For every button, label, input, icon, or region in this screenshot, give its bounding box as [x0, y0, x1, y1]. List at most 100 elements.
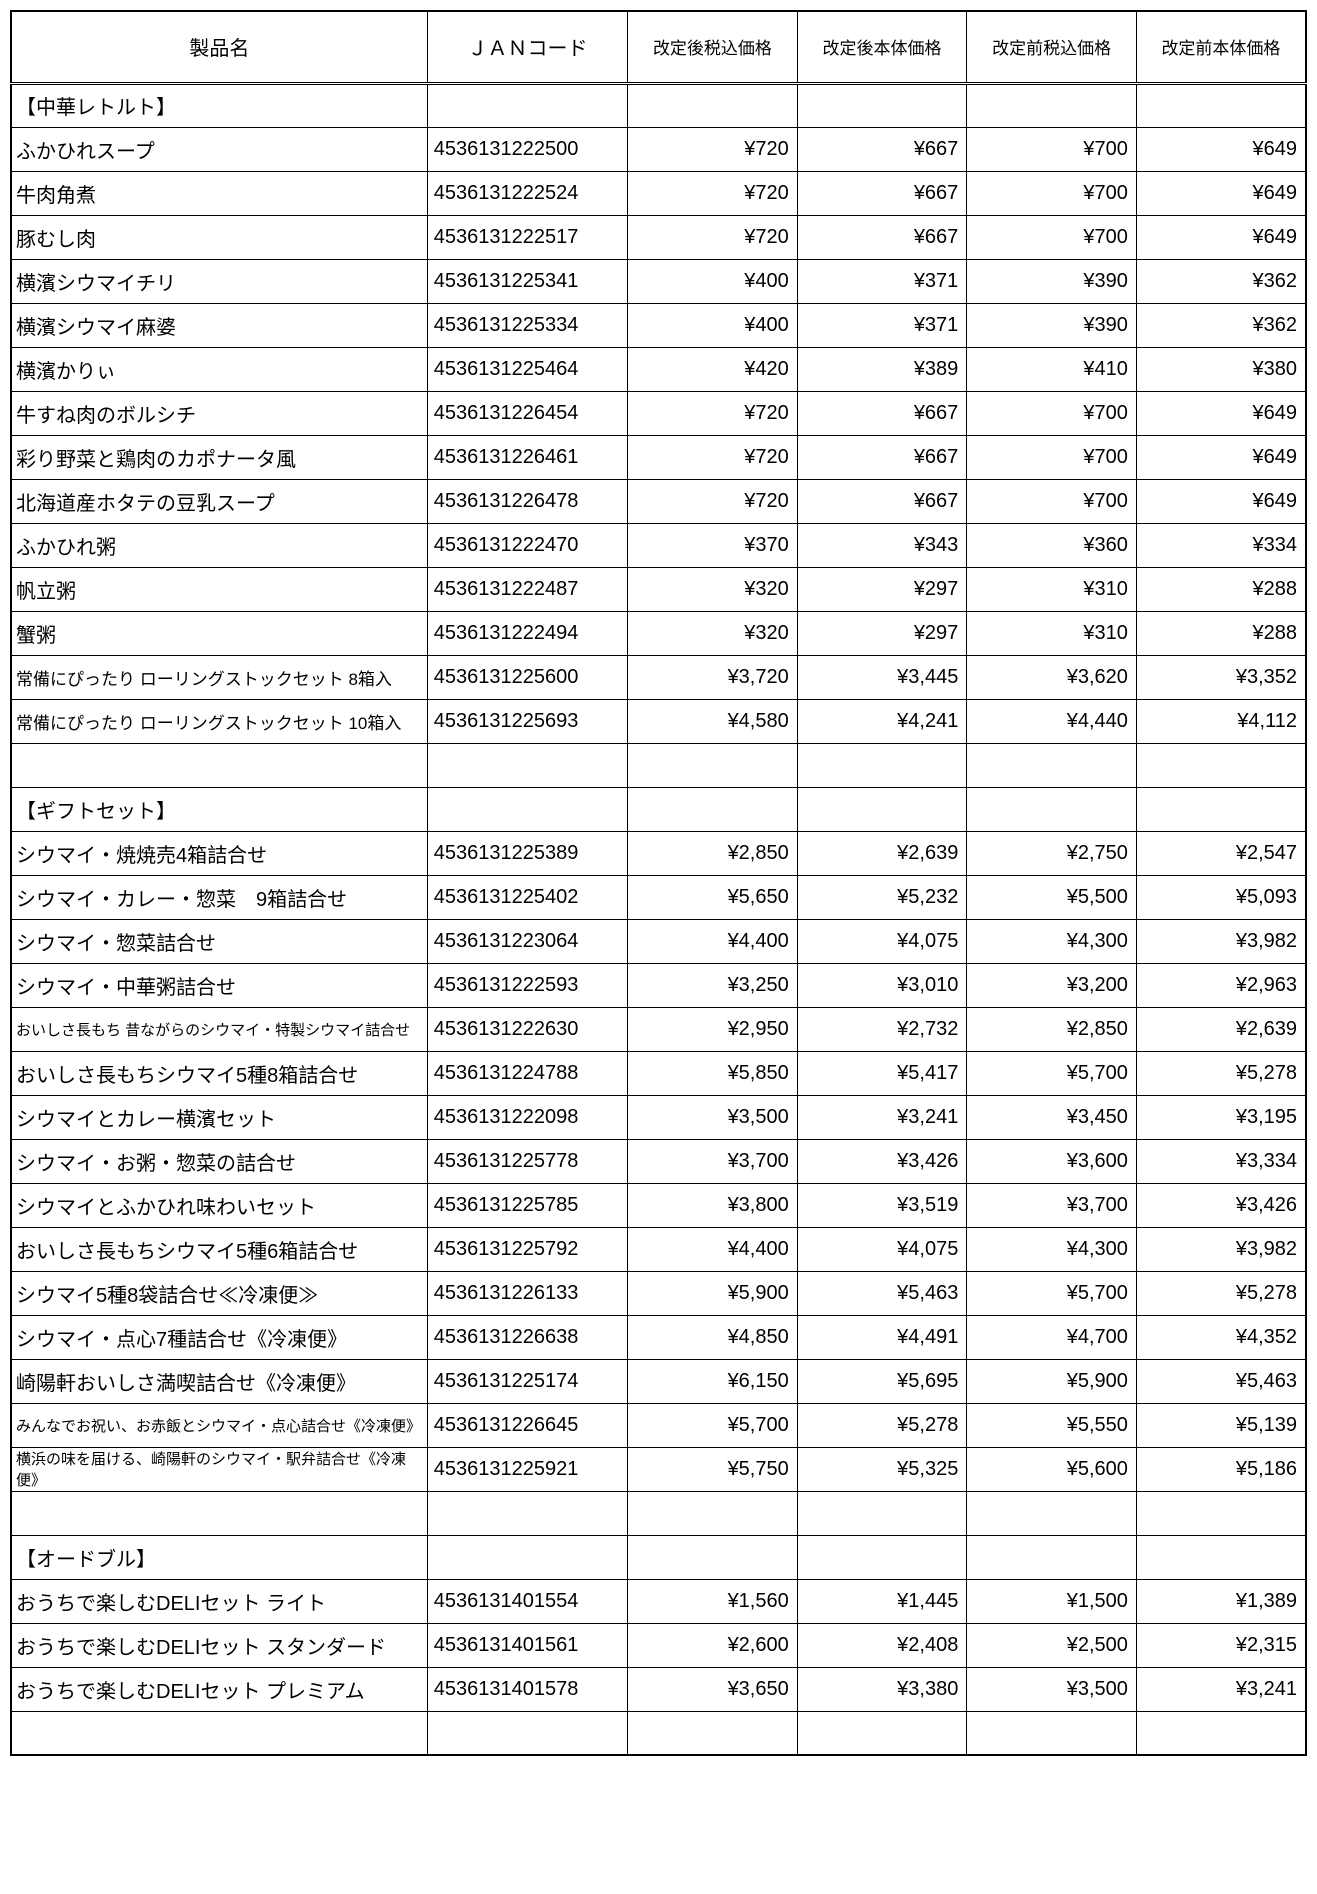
new-base-price: ¥5,417 [797, 1051, 967, 1095]
product-name: シウマイ・お粥・惣菜の詰合せ [11, 1139, 427, 1183]
empty-cell [797, 743, 967, 787]
new-base-price: ¥3,519 [797, 1183, 967, 1227]
new-tax-price: ¥2,850 [628, 831, 798, 875]
old-base-price: ¥2,547 [1136, 831, 1306, 875]
table-row: おうちで楽しむDELIセット スタンダード4536131401561¥2,600… [11, 1623, 1306, 1667]
new-tax-price: ¥4,400 [628, 919, 798, 963]
new-base-price: ¥667 [797, 215, 967, 259]
table-row: 常備にぴったり ローリングストックセット 8箱入4536131225600¥3,… [11, 655, 1306, 699]
new-base-price: ¥5,278 [797, 1403, 967, 1447]
section-header: 【中華レトルト】 [11, 83, 427, 127]
product-name: 牛肉角煮 [11, 171, 427, 215]
new-base-price: ¥667 [797, 127, 967, 171]
product-name: 北海道産ホタテの豆乳スープ [11, 479, 427, 523]
product-name: 蟹粥 [11, 611, 427, 655]
old-base-price: ¥5,093 [1136, 875, 1306, 919]
new-tax-price: ¥5,750 [628, 1447, 798, 1491]
new-tax-price: ¥4,850 [628, 1315, 798, 1359]
old-tax-price: ¥5,900 [967, 1359, 1137, 1403]
new-base-price: ¥389 [797, 347, 967, 391]
jan-code: 4536131225334 [427, 303, 627, 347]
jan-code: 4536131222500 [427, 127, 627, 171]
new-tax-price: ¥3,700 [628, 1139, 798, 1183]
old-tax-price: ¥3,450 [967, 1095, 1137, 1139]
new-tax-price: ¥370 [628, 523, 798, 567]
table-row: ふかひれスープ4536131222500¥720¥667¥700¥649 [11, 127, 1306, 171]
new-base-price: ¥3,445 [797, 655, 967, 699]
new-tax-price: ¥720 [628, 171, 798, 215]
old-base-price: ¥1,389 [1136, 1579, 1306, 1623]
old-base-price: ¥2,639 [1136, 1007, 1306, 1051]
product-name: おいしさ長もちシウマイ5種8箱詰合せ [11, 1051, 427, 1095]
new-base-price: ¥667 [797, 435, 967, 479]
empty-cell [967, 1535, 1137, 1579]
product-name: 常備にぴったり ローリングストックセット 8箱入 [11, 655, 427, 699]
table-row: おうちで楽しむDELIセット ライト4536131401554¥1,560¥1,… [11, 1579, 1306, 1623]
empty-cell [628, 787, 798, 831]
product-name: 横濱かりぃ [11, 347, 427, 391]
new-tax-price: ¥720 [628, 127, 798, 171]
product-name: おうちで楽しむDELIセット プレミアム [11, 1667, 427, 1711]
empty-cell [1136, 1491, 1306, 1535]
new-tax-price: ¥4,400 [628, 1227, 798, 1271]
product-name: 横濱シウマイチリ [11, 259, 427, 303]
new-tax-price: ¥720 [628, 391, 798, 435]
new-tax-price: ¥5,900 [628, 1271, 798, 1315]
table-row [11, 1491, 1306, 1535]
new-tax-price: ¥3,720 [628, 655, 798, 699]
empty-cell [797, 1711, 967, 1755]
old-base-price: ¥3,426 [1136, 1183, 1306, 1227]
new-base-price: ¥5,325 [797, 1447, 967, 1491]
old-tax-price: ¥700 [967, 215, 1137, 259]
empty-cell [628, 1535, 798, 1579]
new-base-price: ¥343 [797, 523, 967, 567]
old-tax-price: ¥360 [967, 523, 1137, 567]
old-base-price: ¥334 [1136, 523, 1306, 567]
old-tax-price: ¥4,300 [967, 1227, 1137, 1271]
jan-code: 4536131225464 [427, 347, 627, 391]
empty-cell [427, 743, 627, 787]
new-base-price: ¥1,445 [797, 1579, 967, 1623]
table-row: 豚むし肉4536131222517¥720¥667¥700¥649 [11, 215, 1306, 259]
old-tax-price: ¥5,600 [967, 1447, 1137, 1491]
table-row: シウマイ・点心7種詰合せ《冷凍便》4536131226638¥4,850¥4,4… [11, 1315, 1306, 1359]
table-row: 北海道産ホタテの豆乳スープ4536131226478¥720¥667¥700¥6… [11, 479, 1306, 523]
empty-cell [11, 743, 427, 787]
old-base-price: ¥5,186 [1136, 1447, 1306, 1491]
product-name: おいしさ長もちシウマイ5種6箱詰合せ [11, 1227, 427, 1271]
old-base-price: ¥362 [1136, 303, 1306, 347]
old-base-price: ¥380 [1136, 347, 1306, 391]
product-name: ふかひれ粥 [11, 523, 427, 567]
old-tax-price: ¥2,850 [967, 1007, 1137, 1051]
table-row: 横濱シウマイチリ4536131225341¥400¥371¥390¥362 [11, 259, 1306, 303]
old-tax-price: ¥3,620 [967, 655, 1137, 699]
table-row: おいしさ長もちシウマイ5種6箱詰合せ4536131225792¥4,400¥4,… [11, 1227, 1306, 1271]
old-base-price: ¥3,982 [1136, 919, 1306, 963]
new-base-price: ¥667 [797, 391, 967, 435]
new-base-price: ¥2,639 [797, 831, 967, 875]
old-base-price: ¥3,195 [1136, 1095, 1306, 1139]
price-table: 製品名ＪＡＮコード改定後税込価格改定後本体価格改定前税込価格改定前本体価格 【中… [10, 10, 1307, 1756]
empty-cell [797, 1491, 967, 1535]
empty-cell [628, 1491, 798, 1535]
new-base-price: ¥297 [797, 567, 967, 611]
jan-code: 4536131222630 [427, 1007, 627, 1051]
product-name: 牛すね肉のボルシチ [11, 391, 427, 435]
jan-code: 4536131225174 [427, 1359, 627, 1403]
new-base-price: ¥4,075 [797, 919, 967, 963]
table-row: シウマイ・カレー・惣菜 9箱詰合せ4536131225402¥5,650¥5,2… [11, 875, 1306, 919]
new-tax-price: ¥3,250 [628, 963, 798, 1007]
product-name: みんなでお祝い、お赤飯とシウマイ・点心詰合せ《冷凍便》 [11, 1403, 427, 1447]
jan-code: 4536131222098 [427, 1095, 627, 1139]
empty-cell [967, 83, 1137, 127]
new-base-price: ¥2,732 [797, 1007, 967, 1051]
old-tax-price: ¥2,500 [967, 1623, 1137, 1667]
new-tax-price: ¥720 [628, 435, 798, 479]
table-row [11, 743, 1306, 787]
old-base-price: ¥649 [1136, 391, 1306, 435]
new-base-price: ¥5,463 [797, 1271, 967, 1315]
old-base-price: ¥3,241 [1136, 1667, 1306, 1711]
new-base-price: ¥3,426 [797, 1139, 967, 1183]
old-base-price: ¥288 [1136, 567, 1306, 611]
new-tax-price: ¥720 [628, 479, 798, 523]
